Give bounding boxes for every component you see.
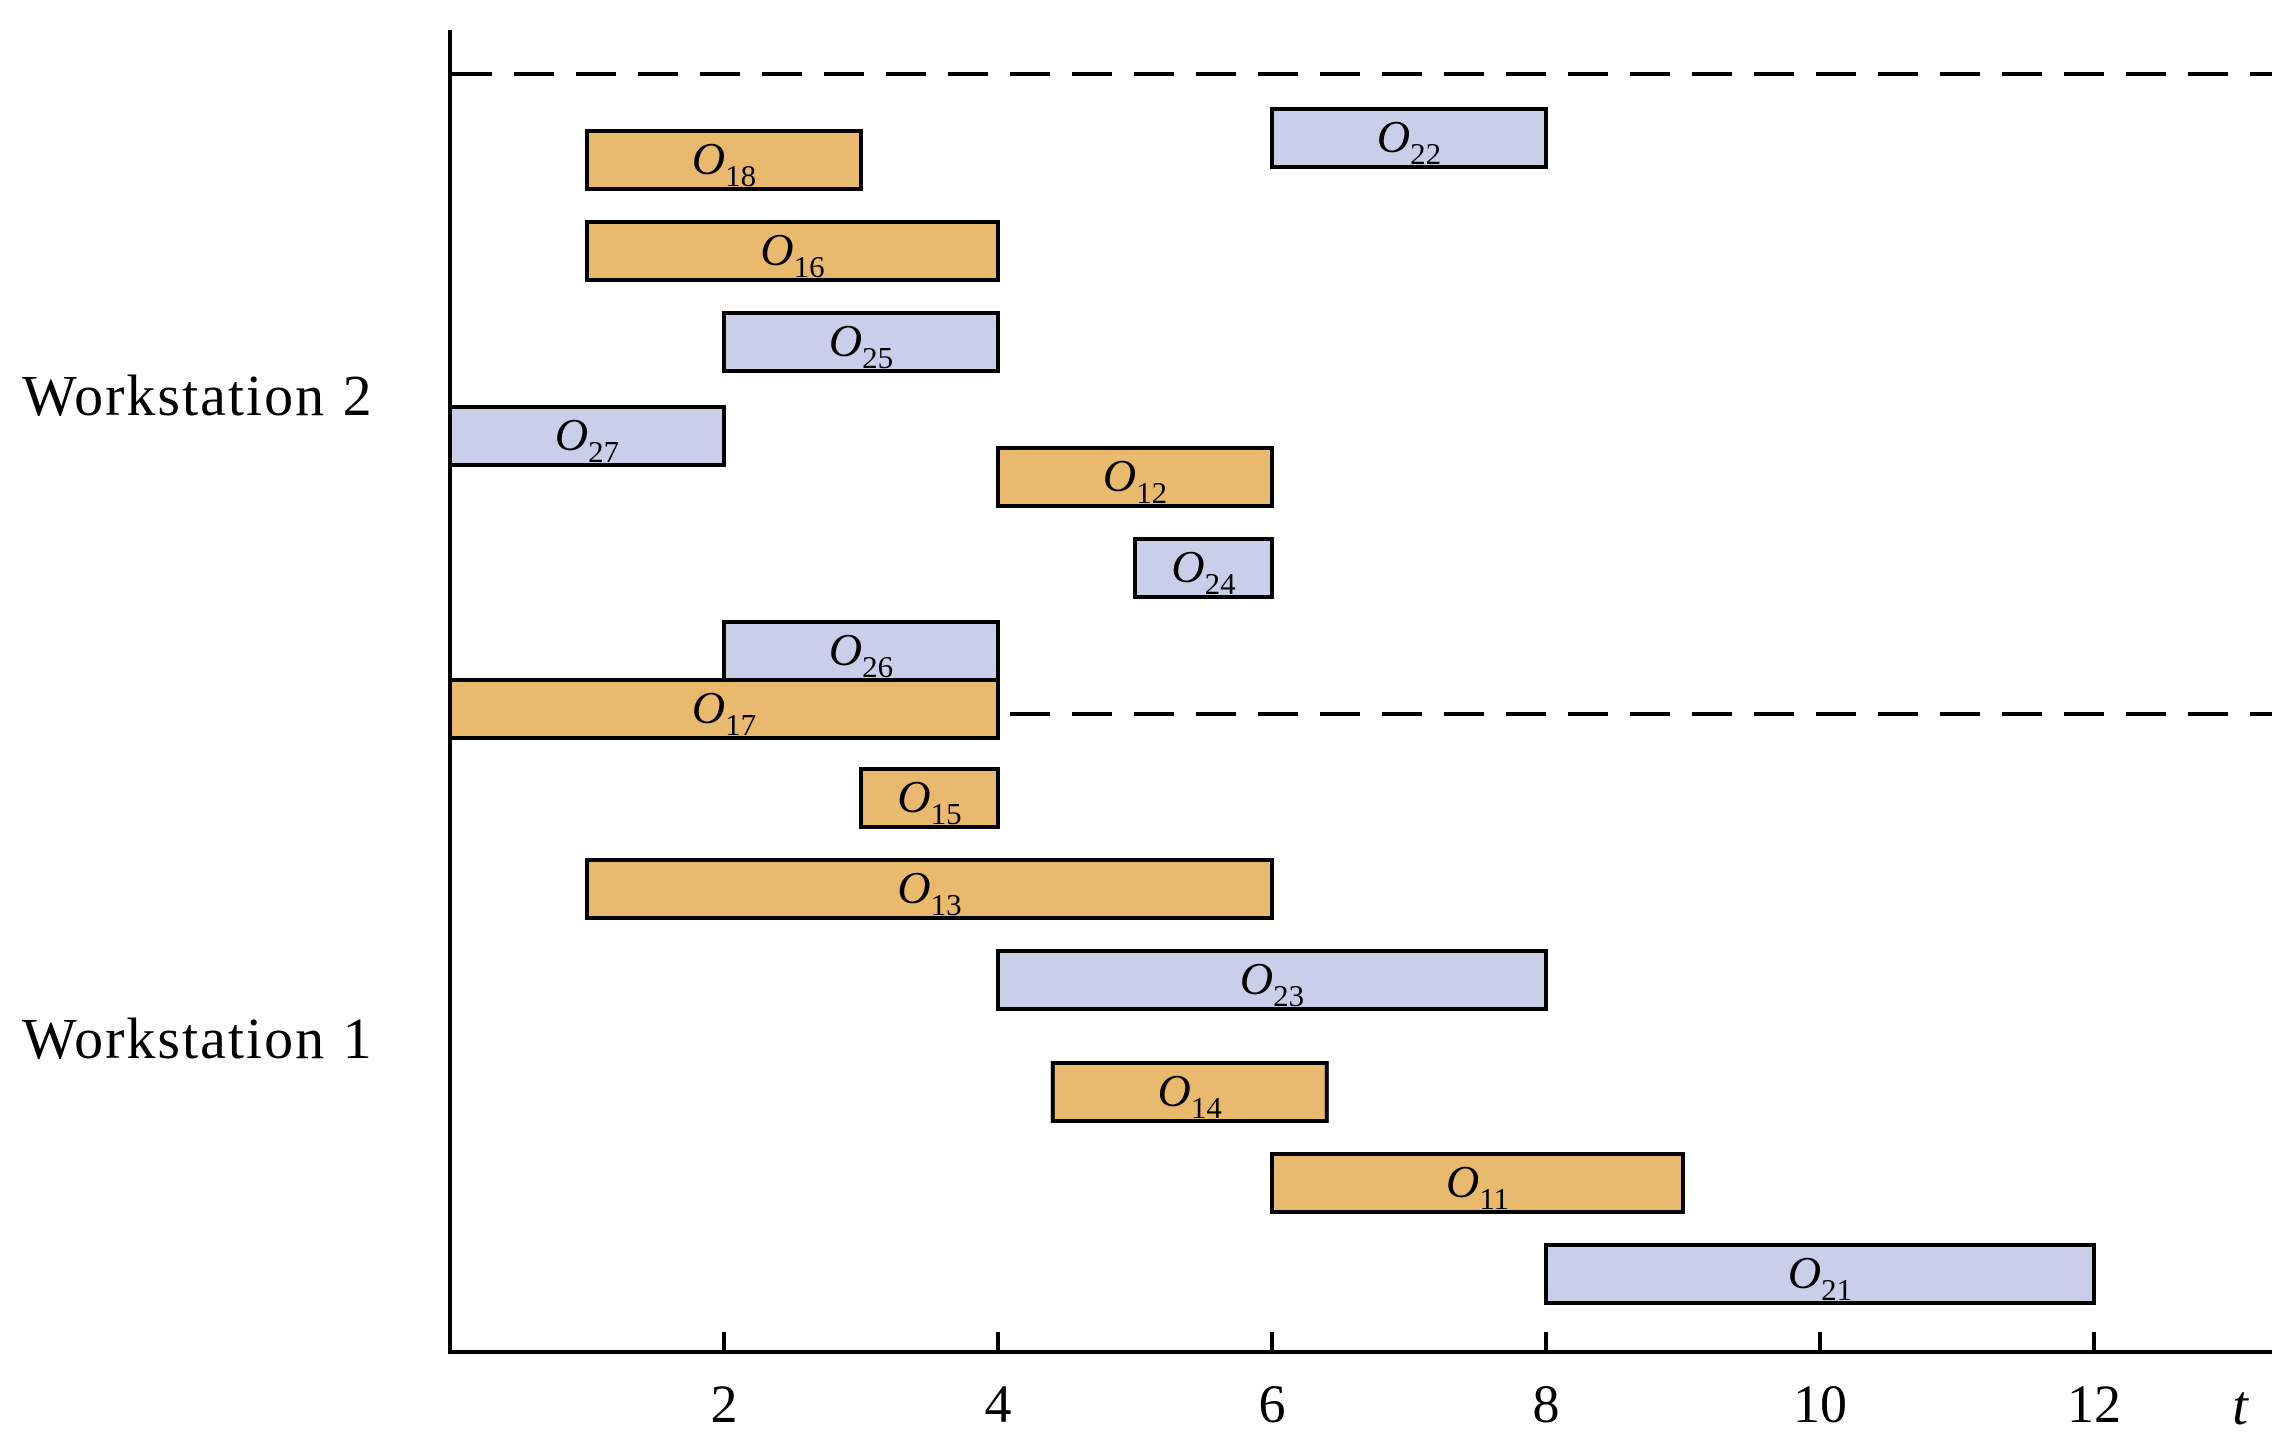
bar-label: O18	[692, 133, 756, 193]
x-tick-label: 10	[1793, 1374, 1847, 1434]
bar-rect	[996, 949, 1548, 1011]
x-ticks: 2 4 6 8 10 12	[711, 1332, 2121, 1434]
bar-O17: O17	[448, 678, 1000, 742]
bar-label: O13	[897, 862, 961, 922]
x-tick-label: 2	[711, 1374, 738, 1434]
bar-rect	[722, 311, 1000, 373]
bar-O18: O18	[585, 129, 863, 193]
bar-O16: O16	[585, 220, 1000, 284]
bar-O27: O27	[448, 405, 726, 469]
x-axis-label: t	[2232, 1375, 2249, 1437]
bar-label: O15	[897, 771, 961, 831]
bar-rect	[1270, 107, 1548, 169]
bar-O11: O11	[1270, 1152, 1685, 1216]
bar-O25: O25	[722, 311, 1000, 375]
bar-rect	[585, 220, 1000, 282]
bar-rect	[1544, 1243, 2096, 1305]
bar-rect	[859, 767, 1000, 829]
bar-label: O24	[1171, 541, 1236, 601]
separator-lines	[452, 72, 2272, 716]
bar-label: O22	[1377, 111, 1441, 171]
bar-O26: O26	[722, 620, 1000, 684]
bar-rect	[996, 446, 1274, 508]
bar-label: O14	[1158, 1065, 1223, 1125]
bar-label: O27	[555, 409, 619, 469]
bar-O14: O14	[1050, 1061, 1329, 1125]
bar-O21: O21	[1544, 1243, 2096, 1307]
bar-O13: O13	[585, 858, 1274, 922]
bar-rect	[448, 678, 1000, 740]
bar-label: O12	[1103, 450, 1167, 510]
x-tick-label: 12	[2067, 1374, 2121, 1434]
bar-O23: O23	[996, 949, 1548, 1013]
group-labels: Workstation 2 Workstation 1	[22, 363, 374, 1071]
bar-O15: O15	[859, 767, 1000, 831]
x-tick-label: 8	[1533, 1374, 1560, 1434]
bar-O22: O22	[1270, 107, 1548, 171]
group-label-workstation-2: Workstation 2	[22, 363, 374, 428]
bar-rect	[1050, 1061, 1329, 1123]
bar-label: O11	[1446, 1156, 1509, 1216]
group-label-workstation-1: Workstation 1	[22, 1006, 374, 1071]
bar-label: O17	[692, 682, 756, 742]
bar-label: O21	[1788, 1247, 1852, 1307]
axes: 2 4 6 8 10 12	[448, 30, 2272, 1434]
bar-label: O25	[829, 315, 893, 375]
bar-label: O16	[760, 224, 824, 284]
bar-rect	[585, 858, 1274, 920]
bar-rect	[1270, 1152, 1685, 1214]
bar-O24: O24	[1133, 537, 1274, 601]
bar-rect	[1133, 537, 1274, 599]
bar-rect	[585, 129, 863, 191]
x-tick-label: 6	[1259, 1374, 1286, 1434]
x-tick-label: 4	[985, 1374, 1012, 1434]
bar-O12: O12	[996, 446, 1274, 510]
bar-label: O23	[1240, 953, 1304, 1013]
